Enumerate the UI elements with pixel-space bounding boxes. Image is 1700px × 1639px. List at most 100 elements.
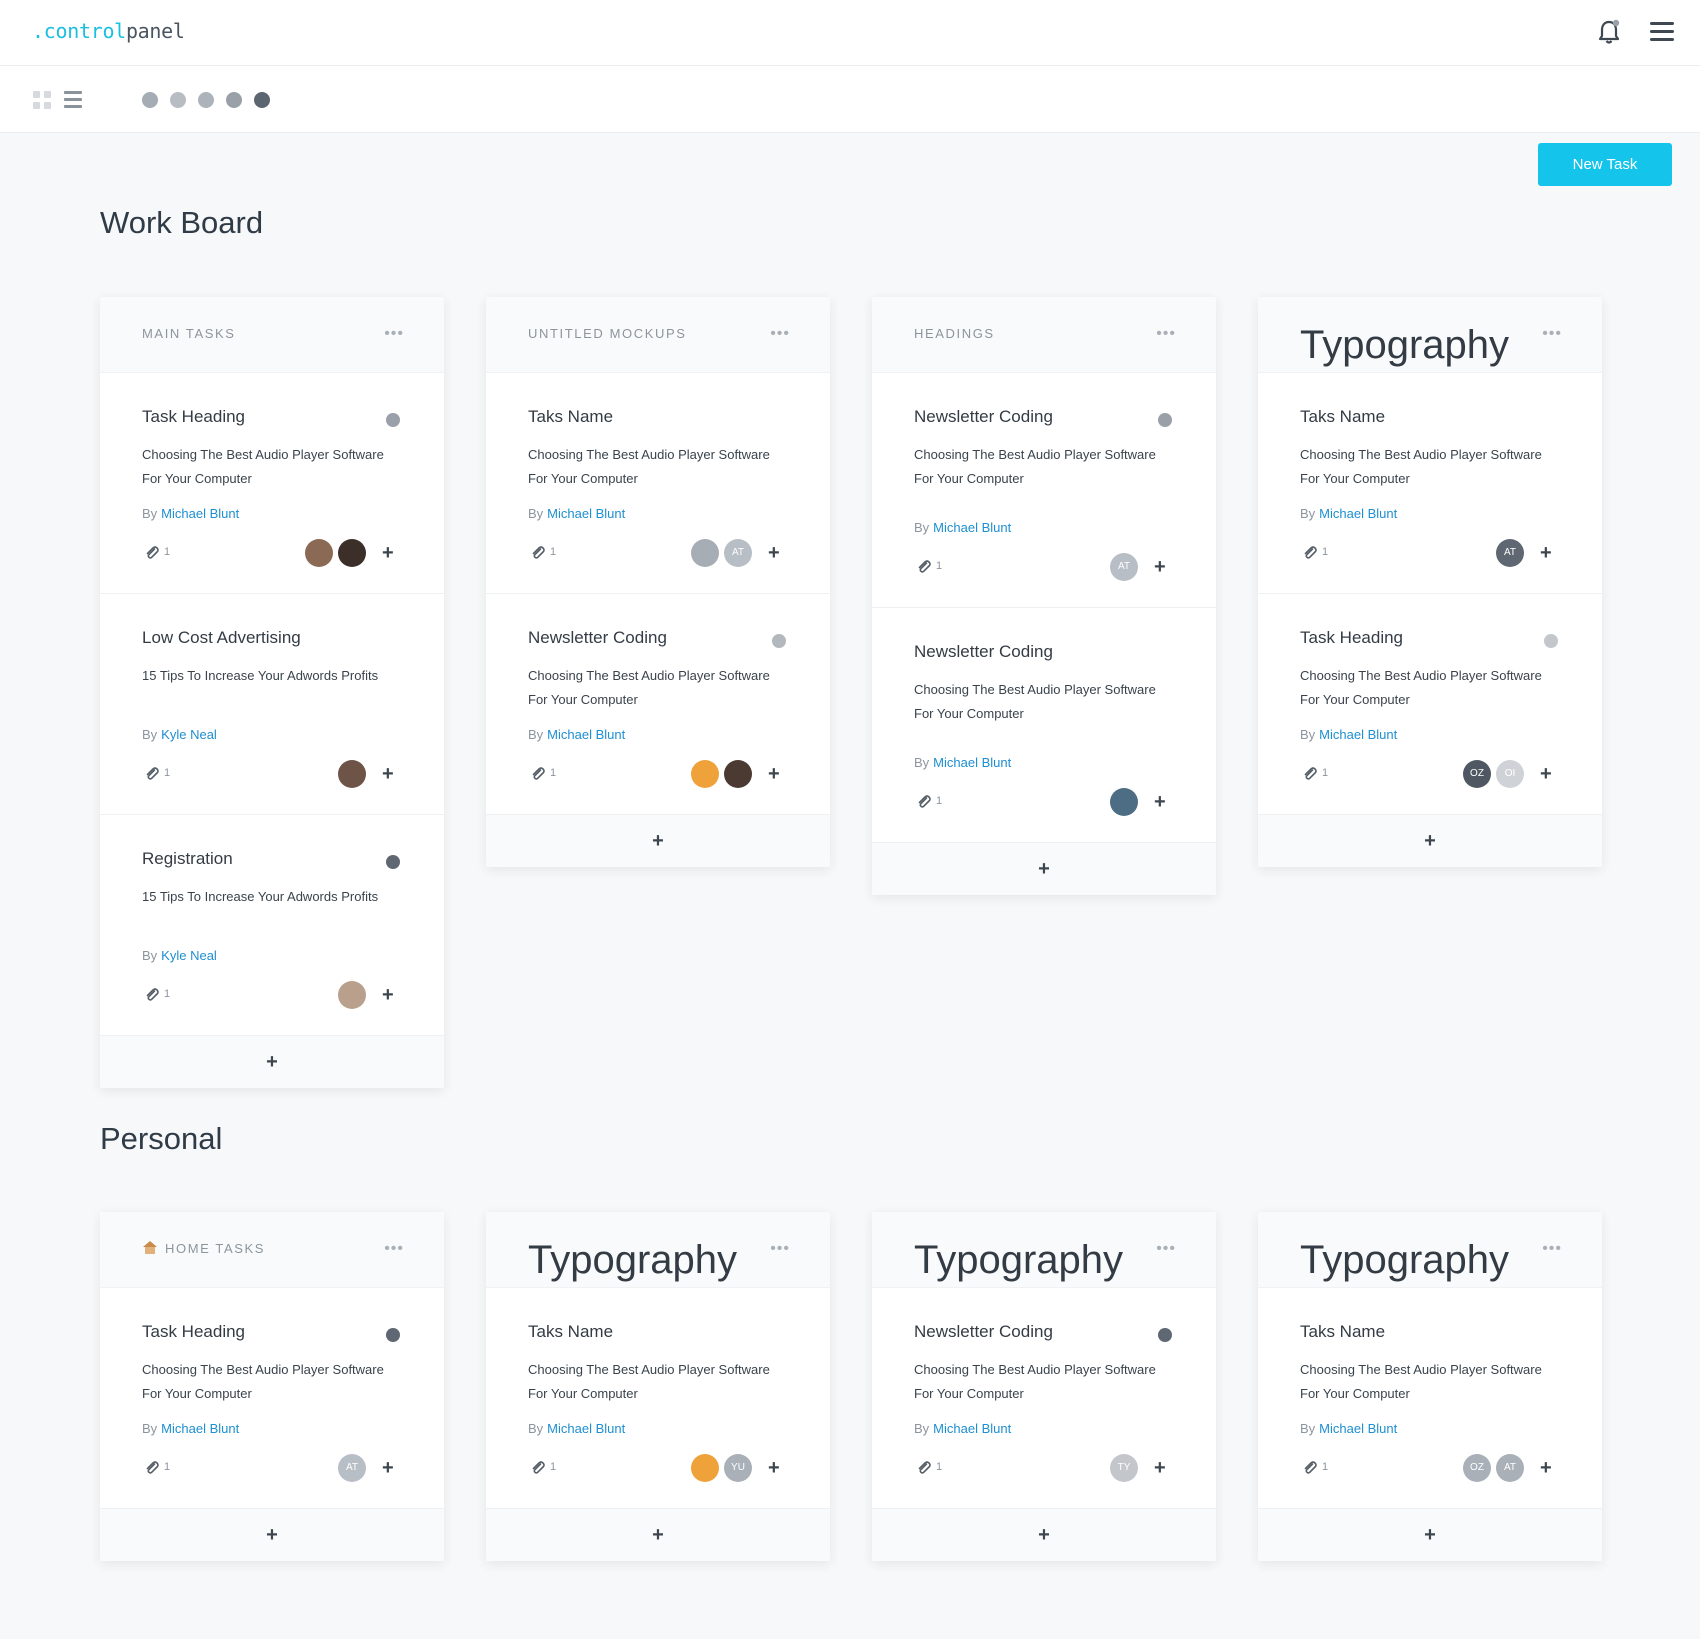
filter-dot[interactable] (198, 92, 214, 108)
task-card[interactable]: Taks Name Choosing The Best Audio Player … (486, 373, 830, 594)
task-card[interactable]: Task Heading Choosing The Best Audio Play… (1258, 594, 1602, 815)
avatar[interactable]: AT (1496, 1454, 1524, 1482)
list-icon[interactable] (64, 91, 82, 109)
paperclip-icon[interactable] (916, 794, 932, 810)
task-card[interactable]: Taks Name Choosing The Best Audio Player … (486, 1288, 830, 1509)
more-options-icon[interactable]: ••• (1156, 1240, 1176, 1257)
author-link[interactable]: Michael Blunt (933, 755, 1012, 770)
task-card[interactable]: Low Cost Advertising 15 Tips To Increase … (100, 594, 444, 815)
more-options-icon[interactable]: ••• (770, 325, 790, 342)
filter-dot[interactable] (254, 92, 270, 108)
add-card-button[interactable]: + (652, 830, 664, 852)
task-card[interactable]: Task Heading Choosing The Best Audio Play… (100, 1288, 444, 1509)
paperclip-icon[interactable] (916, 559, 932, 575)
status-dot[interactable] (1544, 634, 1558, 648)
add-card-button[interactable]: + (1424, 830, 1436, 852)
task-card[interactable]: Taks Name Choosing The Best Audio Player … (1258, 373, 1602, 594)
author-link[interactable]: Michael Blunt (547, 727, 626, 742)
add-card-button[interactable]: + (266, 1524, 278, 1546)
author-link[interactable]: Kyle Neal (161, 948, 217, 963)
paperclip-icon[interactable] (144, 545, 160, 561)
task-card[interactable]: Taks Name Choosing The Best Audio Player … (1258, 1288, 1602, 1509)
author-link[interactable]: Michael Blunt (1319, 1421, 1398, 1436)
paperclip-icon[interactable] (144, 987, 160, 1003)
author-link[interactable]: Michael Blunt (1319, 727, 1398, 742)
avatar[interactable]: TY (1110, 1454, 1138, 1482)
more-options-icon[interactable]: ••• (1542, 1240, 1562, 1257)
author-link[interactable]: Michael Blunt (1319, 506, 1398, 521)
add-assignee-button[interactable]: + (382, 542, 394, 564)
avatar[interactable]: OZ (1463, 1454, 1491, 1482)
avatar[interactable]: OI (1496, 760, 1524, 788)
avatar[interactable] (338, 760, 366, 788)
author-link[interactable]: Michael Blunt (933, 1421, 1012, 1436)
paperclip-icon[interactable] (530, 766, 546, 782)
add-assignee-button[interactable]: + (768, 1457, 780, 1479)
paperclip-icon[interactable] (1302, 766, 1318, 782)
author-link[interactable]: Michael Blunt (161, 506, 240, 521)
hamburger-icon[interactable] (1650, 22, 1674, 42)
avatar[interactable] (338, 981, 366, 1009)
avatar[interactable]: YU (724, 1454, 752, 1482)
add-assignee-button[interactable]: + (1540, 1457, 1552, 1479)
avatar[interactable] (691, 539, 719, 567)
paperclip-icon[interactable] (916, 1460, 932, 1476)
add-assignee-button[interactable]: + (768, 763, 780, 785)
paperclip-icon[interactable] (530, 1460, 546, 1476)
add-assignee-button[interactable]: + (382, 984, 394, 1006)
avatar[interactable] (691, 760, 719, 788)
author-link[interactable]: Michael Blunt (161, 1421, 240, 1436)
grid-icon[interactable] (33, 91, 51, 109)
paperclip-icon[interactable] (144, 766, 160, 782)
new-task-button[interactable]: New Task (1538, 143, 1672, 186)
add-assignee-button[interactable]: + (382, 763, 394, 785)
task-card[interactable]: Newsletter Coding Choosing The Best Audio… (872, 373, 1216, 608)
add-assignee-button[interactable]: + (382, 1457, 394, 1479)
add-assignee-button[interactable]: + (1540, 763, 1552, 785)
filter-dot[interactable] (226, 92, 242, 108)
avatar[interactable] (338, 539, 366, 567)
task-card[interactable]: Registration 15 Tips To Increase Your Adw… (100, 815, 444, 1036)
avatar[interactable]: OZ (1463, 760, 1491, 788)
status-dot[interactable] (1158, 413, 1172, 427)
paperclip-icon[interactable] (144, 1460, 160, 1476)
task-card[interactable]: Newsletter Coding Choosing The Best Audio… (486, 594, 830, 815)
add-card-button[interactable]: + (266, 1051, 278, 1073)
add-assignee-button[interactable]: + (1154, 1457, 1166, 1479)
add-card-button[interactable]: + (1424, 1524, 1436, 1546)
add-assignee-button[interactable]: + (1154, 791, 1166, 813)
more-options-icon[interactable]: ••• (384, 325, 404, 342)
more-options-icon[interactable]: ••• (384, 1240, 404, 1257)
author-link[interactable]: Michael Blunt (933, 520, 1012, 535)
add-card-button[interactable]: + (652, 1524, 664, 1546)
status-dot[interactable] (386, 855, 400, 869)
paperclip-icon[interactable] (530, 545, 546, 561)
add-assignee-button[interactable]: + (1154, 556, 1166, 578)
paperclip-icon[interactable] (1302, 545, 1318, 561)
add-card-button[interactable]: + (1038, 1524, 1050, 1546)
author-link[interactable]: Michael Blunt (547, 1421, 626, 1436)
add-assignee-button[interactable]: + (1540, 542, 1552, 564)
avatar[interactable]: AT (1110, 553, 1138, 581)
status-dot[interactable] (386, 413, 400, 427)
add-assignee-button[interactable]: + (768, 542, 780, 564)
more-options-icon[interactable]: ••• (1542, 325, 1562, 342)
avatar[interactable]: AT (338, 1454, 366, 1482)
task-card[interactable]: Task Heading Choosing The Best Audio Play… (100, 373, 444, 594)
filter-dot[interactable] (142, 92, 158, 108)
avatar[interactable]: AT (1496, 539, 1524, 567)
task-card[interactable]: Newsletter Coding Choosing The Best Audio… (872, 1288, 1216, 1509)
author-link[interactable]: Michael Blunt (547, 506, 626, 521)
author-link[interactable]: Kyle Neal (161, 727, 217, 742)
status-dot[interactable] (386, 1328, 400, 1342)
avatar[interactable] (724, 760, 752, 788)
avatar[interactable] (1110, 788, 1138, 816)
status-dot[interactable] (1158, 1328, 1172, 1342)
status-dot[interactable] (772, 634, 786, 648)
more-options-icon[interactable]: ••• (1156, 325, 1176, 342)
add-card-button[interactable]: + (1038, 858, 1050, 880)
bell-icon[interactable] (1597, 19, 1621, 45)
paperclip-icon[interactable] (1302, 1460, 1318, 1476)
avatar[interactable]: AT (724, 539, 752, 567)
filter-dot[interactable] (170, 92, 186, 108)
